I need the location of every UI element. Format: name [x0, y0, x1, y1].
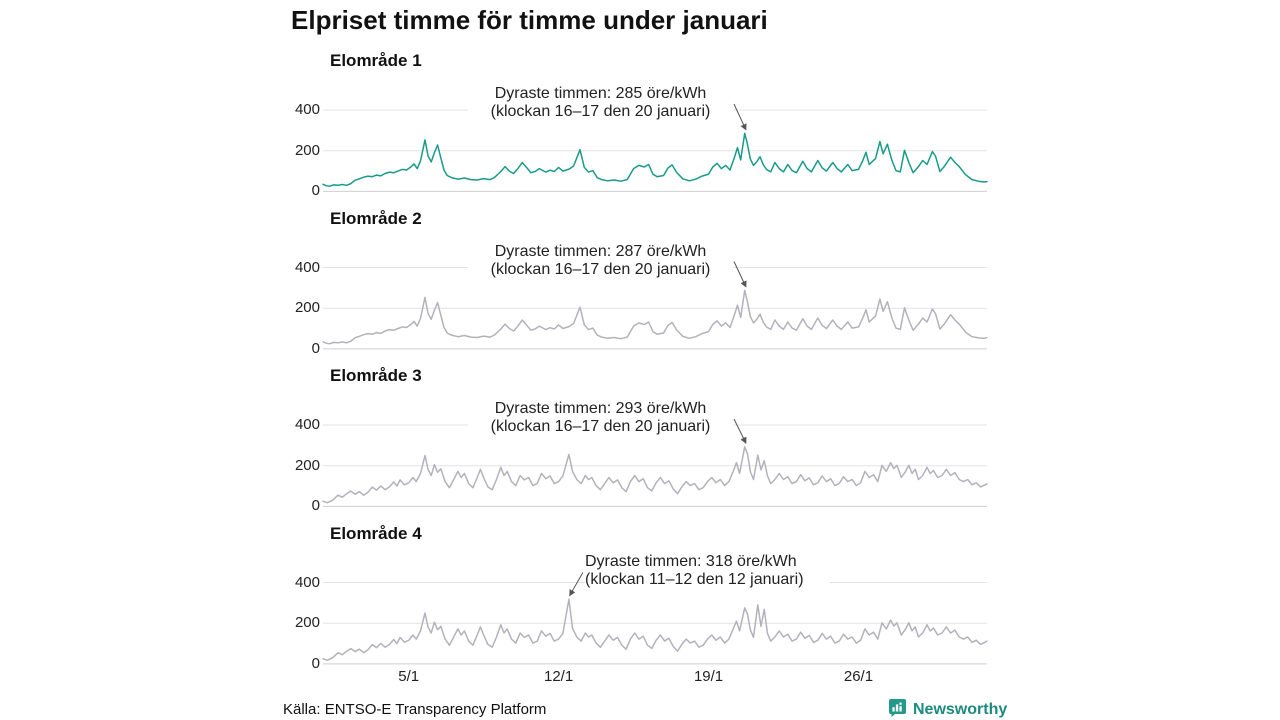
annotation-line: Dyraste timmen: 318 öre/kWh — [585, 552, 797, 570]
newsworthy-brand: Newsworthy — [888, 698, 1007, 720]
peak-annotation-elomrade-1: Dyraste timmen: 285 öre/kWh (klockan 16–… — [468, 85, 733, 121]
x-tick-label: 5/1 — [398, 668, 420, 685]
chart-title-elomrade-3: Elområde 3 — [330, 366, 422, 385]
page-title: Elpriset timme för timme under januari — [291, 5, 768, 35]
y-tick-label: 200 — [294, 141, 320, 159]
y-tick-label: 400 — [294, 416, 320, 433]
annotation-line: Dyraste timmen: 293 öre/kWh — [494, 400, 707, 417]
x-tick-label: 26/1 — [843, 668, 874, 685]
annotation-line: (klockan 16–17 den 20 januari) — [490, 418, 711, 435]
annotation-line: (klockan 16–17 den 20 januari) — [490, 103, 711, 120]
price-line-elområde-3 — [322, 446, 988, 504]
newsworthy-logo-text: Newsworthy — [913, 701, 1008, 718]
y-tick-label: 0 — [311, 654, 320, 672]
annotation-line: Dyraste timmen: 285 öre/kWh — [494, 85, 707, 102]
peak-annotation-elomrade-2: Dyraste timmen: 287 öre/kWh (klockan 16–… — [468, 242, 733, 279]
chart-title-elomrade-2: Elområde 2 — [330, 208, 422, 228]
price-line-elområde-4 — [322, 598, 988, 661]
peak-annotation-elomrade-3: Dyraste timmen: 293 öre/kWh (klockan 16–… — [468, 400, 733, 436]
annotation-arrow — [733, 261, 747, 288]
x-tick-label: 19/1 — [693, 668, 724, 685]
annotation-arrow — [569, 572, 584, 597]
y-tick-label: 200 — [294, 614, 320, 632]
y-tick-label: 400 — [294, 573, 320, 591]
y-tick-label: 0 — [311, 182, 320, 200]
annotation-arrow — [733, 103, 747, 131]
annotation-line: (klockan 11–12 den 12 januari) — [585, 570, 804, 588]
y-tick-label: 0 — [311, 339, 320, 357]
peak-annotation-elomrade-4: Dyraste timmen: 318 öre/kWh (klockan 11–… — [585, 552, 830, 589]
annotation-line: (klockan 16–17 den 20 januari) — [490, 260, 711, 278]
source-credit: Källa: ENTSO-E Transparency Platform — [283, 701, 547, 718]
chart-title-elomrade-4: Elområde 4 — [330, 523, 422, 543]
newsworthy-logo-icon — [888, 698, 907, 720]
y-tick-label: 200 — [294, 299, 320, 317]
price-line-elområde-2 — [322, 289, 988, 345]
chart-title-elomrade-1: Elområde 1 — [330, 51, 422, 70]
y-tick-label: 400 — [294, 258, 320, 276]
price-line-elområde-1 — [322, 132, 988, 188]
y-tick-label: 400 — [294, 101, 320, 118]
y-tick-label: 0 — [311, 497, 320, 515]
y-tick-label: 200 — [294, 456, 320, 474]
annotation-arrow — [733, 418, 747, 444]
x-tick-label: 12/1 — [544, 668, 574, 685]
annotation-line: Dyraste timmen: 287 öre/kWh — [494, 242, 707, 260]
